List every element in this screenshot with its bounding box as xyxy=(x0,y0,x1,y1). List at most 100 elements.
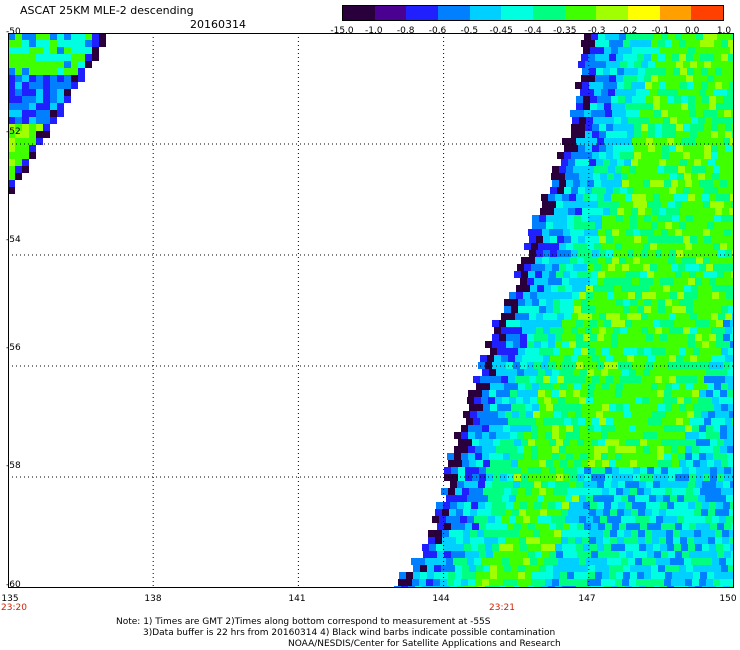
swath-cell xyxy=(560,348,567,355)
swath-cell xyxy=(528,551,535,558)
swath-cell xyxy=(698,516,705,523)
swath-cell xyxy=(598,439,605,446)
swath-cell xyxy=(681,96,688,103)
swath-cell xyxy=(660,278,667,285)
swath-cell xyxy=(702,334,709,341)
swath-cell xyxy=(92,47,99,54)
swath-cell xyxy=(618,138,625,145)
swath-cell xyxy=(625,96,632,103)
swath-cell xyxy=(615,579,622,586)
swath-cell xyxy=(465,439,472,446)
swath-cell xyxy=(516,495,523,502)
swath-cell xyxy=(663,397,670,404)
swath-cell xyxy=(64,89,71,96)
note-line-2: 3)Data buffer is 22 hrs from 20160314 4)… xyxy=(143,628,556,638)
swath-cell xyxy=(679,488,686,495)
swath-cell xyxy=(616,215,623,222)
colorbar-label: -0.8 xyxy=(396,26,415,36)
swath-cell xyxy=(698,397,705,404)
swath-cell xyxy=(630,215,637,222)
swath-cell xyxy=(472,551,479,558)
swath-cell xyxy=(435,509,442,516)
swath-cell xyxy=(630,40,637,47)
swath-cell xyxy=(541,194,548,201)
swath-cell xyxy=(600,495,607,502)
swath-cell xyxy=(497,565,504,572)
swath-cell xyxy=(560,565,567,572)
swath-cell xyxy=(675,467,682,474)
swath-cell xyxy=(657,579,664,586)
swath-cell xyxy=(662,355,669,362)
swath-cell xyxy=(641,145,648,152)
swath-cell xyxy=(600,292,607,299)
swath-cell xyxy=(583,194,590,201)
swath-cell xyxy=(553,215,560,222)
swath-cell xyxy=(641,327,648,334)
swath-cell xyxy=(545,425,552,432)
swath-cell xyxy=(601,579,608,586)
swath-cell xyxy=(546,565,553,572)
swath-cell xyxy=(461,453,468,460)
swath-cell xyxy=(64,75,71,82)
swath-cell xyxy=(581,348,588,355)
swath-cell xyxy=(702,96,709,103)
swath-cell xyxy=(580,180,587,187)
swath-cell xyxy=(492,544,499,551)
swath-cell xyxy=(654,229,661,236)
swath-cell xyxy=(703,523,710,530)
swath-cell xyxy=(583,320,590,327)
swath-cell xyxy=(651,306,658,313)
swath-cell xyxy=(666,537,673,544)
swath-cell xyxy=(527,341,534,348)
swath-cell xyxy=(580,264,587,271)
swath-cell xyxy=(576,278,583,285)
swath-cell xyxy=(654,110,661,117)
swath-cell xyxy=(623,404,630,411)
swath-cell xyxy=(708,509,715,516)
swath-cell xyxy=(582,537,589,544)
swath-cell xyxy=(484,537,491,544)
swath-cell xyxy=(601,369,608,376)
swath-cell xyxy=(576,138,583,145)
swath-cell xyxy=(602,404,609,411)
swath-cell xyxy=(504,460,511,467)
swath-cell xyxy=(625,334,632,341)
swath-cell xyxy=(689,110,696,117)
swath-cell xyxy=(671,453,678,460)
swath-cell xyxy=(674,502,681,509)
swath-cell xyxy=(679,565,686,572)
swath-cell xyxy=(648,376,655,383)
swath-cell xyxy=(602,306,609,313)
swath-cell xyxy=(514,439,521,446)
swath-cell xyxy=(565,558,572,565)
swath-cell xyxy=(574,383,581,390)
swath-cell xyxy=(676,376,683,383)
swath-cell xyxy=(722,509,729,516)
swath-cell xyxy=(589,509,596,516)
swath-cell xyxy=(629,89,636,96)
swath-cell xyxy=(531,425,538,432)
swath-cell xyxy=(601,432,608,439)
swath-cell xyxy=(599,152,606,159)
swath-cell xyxy=(668,523,675,530)
swath-cell xyxy=(534,502,541,509)
swath-cell xyxy=(712,558,719,565)
swath-cell xyxy=(543,327,550,334)
swath-cell xyxy=(573,166,580,173)
swath-cell xyxy=(692,243,699,250)
swath-cell xyxy=(628,285,635,292)
swath-cell xyxy=(615,166,622,173)
swath-cell xyxy=(685,89,692,96)
swath-cell xyxy=(724,33,731,40)
swath-cell xyxy=(29,124,36,131)
swath-cell xyxy=(576,481,583,488)
swath-cell xyxy=(703,229,710,236)
swath-cell xyxy=(517,264,524,271)
swath-cell xyxy=(507,523,514,530)
swath-cell xyxy=(441,572,448,579)
swath-cell xyxy=(29,110,36,117)
lat-label: -50 xyxy=(6,27,21,37)
swath-cell xyxy=(482,453,489,460)
swath-cell xyxy=(612,439,619,446)
swath-cell xyxy=(700,404,707,411)
